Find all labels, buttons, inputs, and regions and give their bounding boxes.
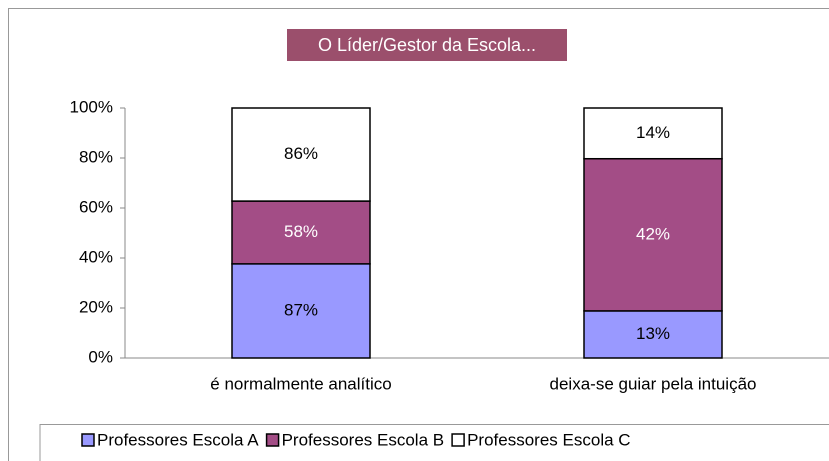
y-tick-label: 80% [79,147,113,166]
legend-label: Professores Escola C [467,430,630,449]
y-tick-label: 20% [79,297,113,316]
data-label: 14% [636,123,670,142]
y-tick-label: 0% [88,347,113,366]
y-tick-label: 40% [79,247,113,266]
legend-swatch [81,433,95,447]
legend-swatch [265,433,280,447]
chart-title: O Líder/Gestor da Escola... [318,35,536,55]
title-box [287,29,567,61]
bar-segment [231,107,371,202]
legend-swatch [451,433,465,447]
legend-label: Professores Escola A [97,430,259,449]
bar-segment [583,107,723,160]
y-tick-label: 100% [70,97,113,116]
data-label: 13% [636,324,670,343]
x-tick-label: deixa-se guiar pela intuição [550,374,757,393]
y-tick-label: 60% [79,197,113,216]
bar-segment [231,200,371,265]
data-label: 87% [284,300,318,319]
data-label: 42% [636,224,670,243]
data-label: 58% [284,222,318,241]
x-tick-label: é normalmente analítico [210,374,391,393]
legend-label: Professores Escola B [282,430,445,449]
data-label: 86% [284,144,318,163]
bar-segment [231,263,371,359]
